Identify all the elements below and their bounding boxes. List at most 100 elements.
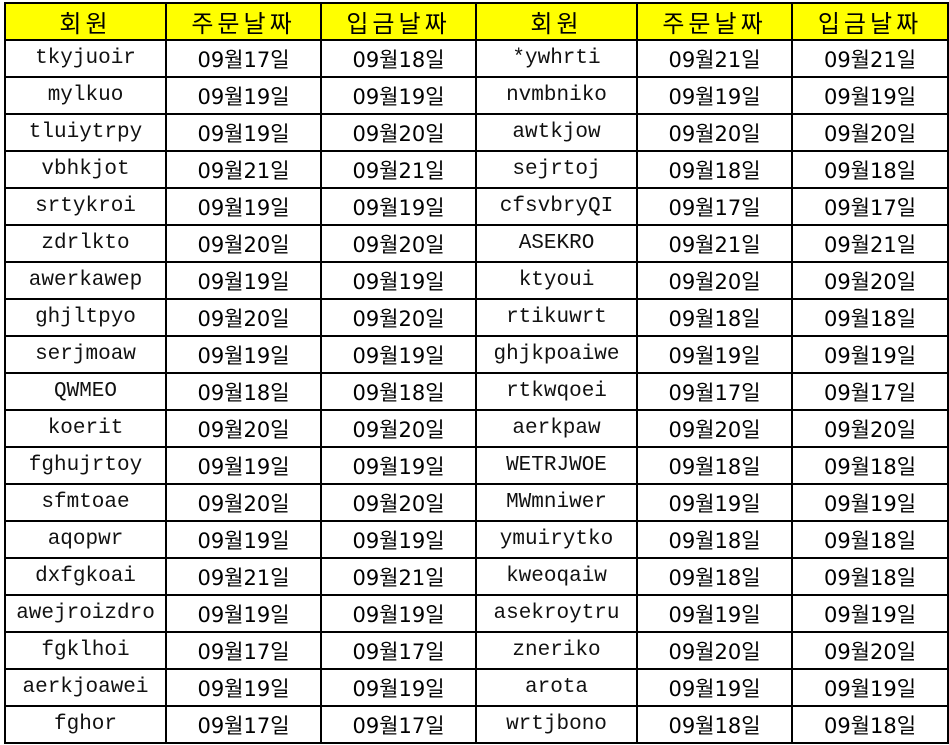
member-cell[interactable]: sejrtoj xyxy=(475,150,638,189)
pay-date-cell[interactable]: 09월19일 xyxy=(320,668,477,707)
order-date-cell[interactable]: 09월19일 xyxy=(165,335,322,374)
order-date-cell[interactable]: 09월20일 xyxy=(165,298,322,337)
pay-date-cell[interactable]: 09월20일 xyxy=(791,631,949,670)
member-cell[interactable]: arota xyxy=(475,668,638,707)
order-date-cell[interactable]: 09월21일 xyxy=(636,39,793,78)
order-date-cell[interactable]: 09월18일 xyxy=(636,150,793,189)
pay-date-cell[interactable]: 09월19일 xyxy=(320,335,477,374)
pay-date-cell[interactable]: 09월18일 xyxy=(791,150,949,189)
order-date-cell[interactable]: 09월20일 xyxy=(165,409,322,448)
header-pay-date-2[interactable]: 입금날짜 xyxy=(791,2,949,41)
header-order-date[interactable]: 주문날짜 xyxy=(165,2,322,41)
order-date-cell[interactable]: 09월20일 xyxy=(165,483,322,522)
pay-date-cell[interactable]: 09월19일 xyxy=(320,76,477,115)
pay-date-cell[interactable]: 09월19일 xyxy=(791,483,949,522)
order-date-cell[interactable]: 09월19일 xyxy=(165,594,322,633)
member-cell[interactable]: aerkjoawei xyxy=(4,668,167,707)
pay-date-cell[interactable]: 09월19일 xyxy=(320,594,477,633)
pay-date-cell[interactable]: 09월20일 xyxy=(791,261,949,300)
member-cell[interactable]: kweoqaiw xyxy=(475,557,638,596)
member-cell[interactable]: sfmtoae xyxy=(4,483,167,522)
order-date-cell[interactable]: 09월20일 xyxy=(636,409,793,448)
order-date-cell[interactable]: 09월18일 xyxy=(165,372,322,411)
order-date-cell[interactable]: 09월18일 xyxy=(636,446,793,485)
order-date-cell[interactable]: 09월19일 xyxy=(165,446,322,485)
member-cell[interactable]: aerkpaw xyxy=(475,409,638,448)
pay-date-cell[interactable]: 09월17일 xyxy=(791,187,949,226)
pay-date-cell[interactable]: 09월21일 xyxy=(791,39,949,78)
pay-date-cell[interactable]: 09월18일 xyxy=(791,446,949,485)
header-pay-date[interactable]: 입금날짜 xyxy=(320,2,477,41)
order-date-cell[interactable]: 09월19일 xyxy=(165,76,322,115)
member-cell[interactable]: ktyoui xyxy=(475,261,638,300)
pay-date-cell[interactable]: 09월20일 xyxy=(791,113,949,152)
header-order-date-2[interactable]: 주문날짜 xyxy=(636,2,793,41)
order-date-cell[interactable]: 09월17일 xyxy=(165,39,322,78)
order-date-cell[interactable]: 09월18일 xyxy=(636,557,793,596)
member-cell[interactable]: rtkwqoei xyxy=(475,372,638,411)
pay-date-cell[interactable]: 09월18일 xyxy=(320,39,477,78)
header-member[interactable]: 회원 xyxy=(4,2,167,41)
member-cell[interactable]: serjmoaw xyxy=(4,335,167,374)
pay-date-cell[interactable]: 09월19일 xyxy=(791,76,949,115)
pay-date-cell[interactable]: 09월20일 xyxy=(791,409,949,448)
order-date-cell[interactable]: 09월17일 xyxy=(165,631,322,670)
member-cell[interactable]: ghjltpyo xyxy=(4,298,167,337)
member-cell[interactable]: koerit xyxy=(4,409,167,448)
header-member-2[interactable]: 회원 xyxy=(475,2,638,41)
pay-date-cell[interactable]: 09월19일 xyxy=(791,668,949,707)
pay-date-cell[interactable]: 09월18일 xyxy=(791,520,949,559)
member-cell[interactable]: fghujrtoy xyxy=(4,446,167,485)
order-date-cell[interactable]: 09월19일 xyxy=(165,668,322,707)
order-date-cell[interactable]: 09월19일 xyxy=(636,76,793,115)
order-date-cell[interactable]: 09월19일 xyxy=(165,261,322,300)
member-cell[interactable]: tluiytrpy xyxy=(4,113,167,152)
order-date-cell[interactable]: 09월21일 xyxy=(165,150,322,189)
pay-date-cell[interactable]: 09월21일 xyxy=(791,224,949,263)
pay-date-cell[interactable]: 09월19일 xyxy=(320,261,477,300)
order-date-cell[interactable]: 09월17일 xyxy=(636,187,793,226)
member-cell[interactable]: nvmbniko xyxy=(475,76,638,115)
order-date-cell[interactable]: 09월19일 xyxy=(636,594,793,633)
pay-date-cell[interactable]: 09월19일 xyxy=(791,594,949,633)
pay-date-cell[interactable]: 09월17일 xyxy=(320,631,477,670)
pay-date-cell[interactable]: 09월19일 xyxy=(791,335,949,374)
member-cell[interactable]: awtkjow xyxy=(475,113,638,152)
pay-date-cell[interactable]: 09월18일 xyxy=(320,372,477,411)
pay-date-cell[interactable]: 09월21일 xyxy=(320,557,477,596)
member-cell[interactable]: fgklhoi xyxy=(4,631,167,670)
member-cell[interactable]: awerkawep xyxy=(4,261,167,300)
member-cell[interactable]: MWmniwer xyxy=(475,483,638,522)
pay-date-cell[interactable]: 09월20일 xyxy=(320,409,477,448)
pay-date-cell[interactable]: 09월20일 xyxy=(320,224,477,263)
pay-date-cell[interactable]: 09월20일 xyxy=(320,298,477,337)
pay-date-cell[interactable]: 09월19일 xyxy=(320,187,477,226)
pay-date-cell[interactable]: 09월18일 xyxy=(791,557,949,596)
pay-date-cell[interactable]: 09월18일 xyxy=(791,298,949,337)
pay-date-cell[interactable]: 09월19일 xyxy=(320,520,477,559)
member-cell[interactable]: zdrlkto xyxy=(4,224,167,263)
order-date-cell[interactable]: 09월19일 xyxy=(165,187,322,226)
order-date-cell[interactable]: 09월19일 xyxy=(636,335,793,374)
order-date-cell[interactable]: 09월18일 xyxy=(636,520,793,559)
order-date-cell[interactable]: 09월18일 xyxy=(636,705,793,744)
member-cell[interactable]: zneriko xyxy=(475,631,638,670)
pay-date-cell[interactable]: 09월19일 xyxy=(320,446,477,485)
member-cell[interactable]: awejroizdro xyxy=(4,594,167,633)
order-date-cell[interactable]: 09월20일 xyxy=(636,261,793,300)
pay-date-cell[interactable]: 09월21일 xyxy=(320,150,477,189)
order-date-cell[interactable]: 09월20일 xyxy=(165,224,322,263)
member-cell[interactable]: fghor xyxy=(4,705,167,744)
member-cell[interactable]: tkyjuoir xyxy=(4,39,167,78)
pay-date-cell[interactable]: 09월17일 xyxy=(791,372,949,411)
member-cell[interactable]: QWMEO xyxy=(4,372,167,411)
order-date-cell[interactable]: 09월19일 xyxy=(636,668,793,707)
pay-date-cell[interactable]: 09월18일 xyxy=(791,705,949,744)
member-cell[interactable]: mylkuo xyxy=(4,76,167,115)
member-cell[interactable]: rtikuwrt xyxy=(475,298,638,337)
member-cell[interactable]: WETRJWOE xyxy=(475,446,638,485)
pay-date-cell[interactable]: 09월20일 xyxy=(320,113,477,152)
member-cell[interactable]: ASEKRO xyxy=(475,224,638,263)
pay-date-cell[interactable]: 09월20일 xyxy=(320,483,477,522)
order-date-cell[interactable]: 09월20일 xyxy=(636,113,793,152)
